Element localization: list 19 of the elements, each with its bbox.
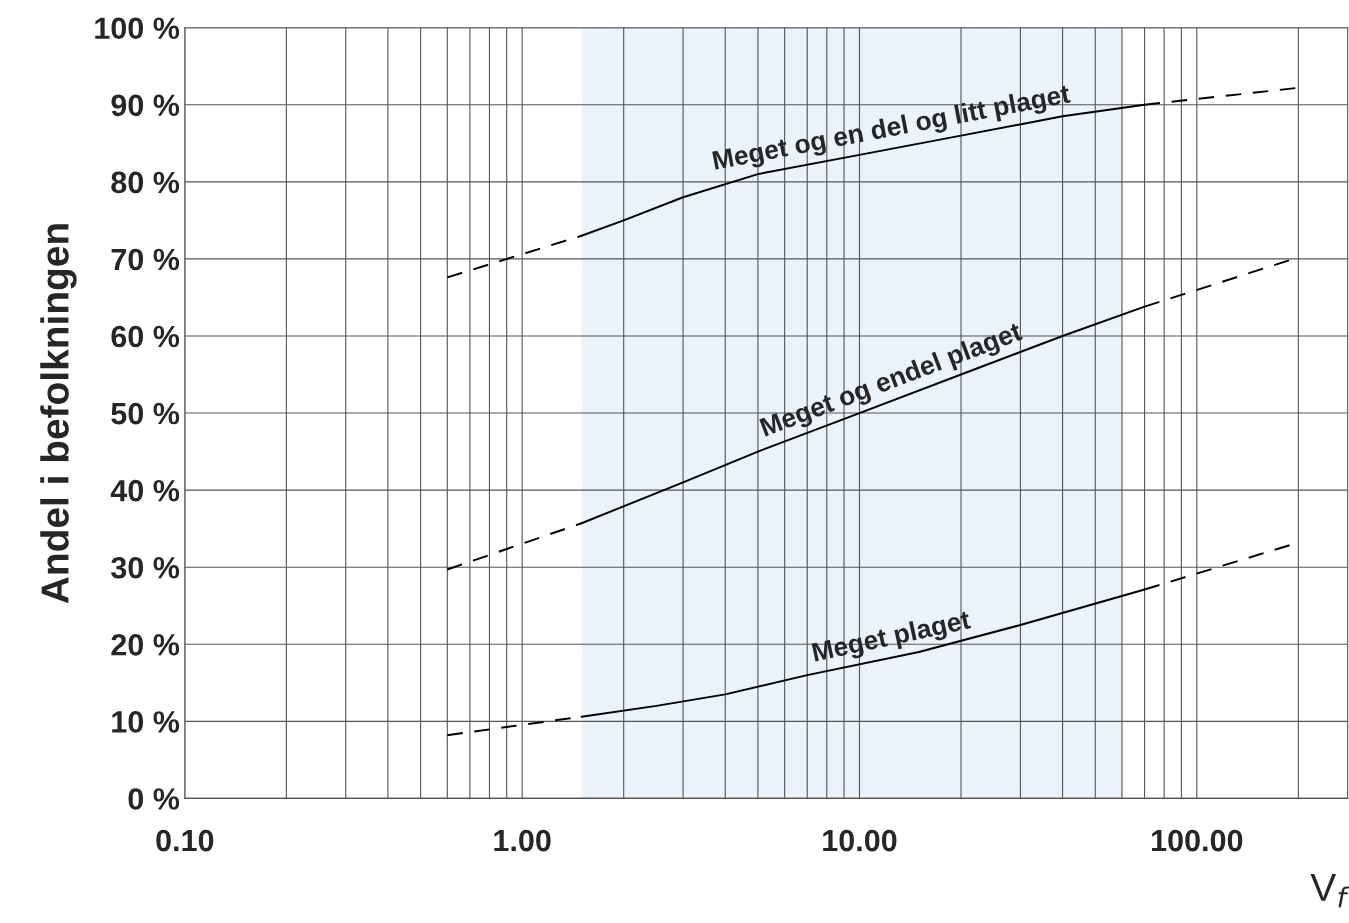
y-tick-label: 40 %	[110, 479, 180, 502]
y-tick-label: 20 %	[111, 633, 180, 656]
y-tick-label: 30 %	[111, 556, 180, 579]
y-tick-label: 90 %	[111, 94, 180, 117]
x-tick-label: 1.00	[494, 829, 551, 852]
y-tick-label: 10 %	[112, 711, 180, 733]
x-axis-title: V$_{f}$	[1310, 874, 1349, 908]
x-tick-label: 0.10	[156, 829, 214, 852]
y-tick-label: 50 %	[111, 402, 180, 425]
y-tick-label: 60 %	[111, 325, 180, 348]
x-tick-label: 10.00	[823, 829, 897, 852]
y-tick-label: 80 %	[111, 171, 180, 194]
y-tick-label: 70 %	[111, 248, 180, 271]
text: Meget og en del og litt plaget	[712, 83, 1072, 176]
y-tick-label: 100 %	[95, 17, 180, 40]
text: Meget plaget	[811, 609, 973, 667]
y-axis-title: Andel i befolkningen	[40, 224, 77, 604]
y-tick-label: 0 %	[128, 788, 180, 810]
x-tick-label: 100.00	[1152, 829, 1243, 852]
